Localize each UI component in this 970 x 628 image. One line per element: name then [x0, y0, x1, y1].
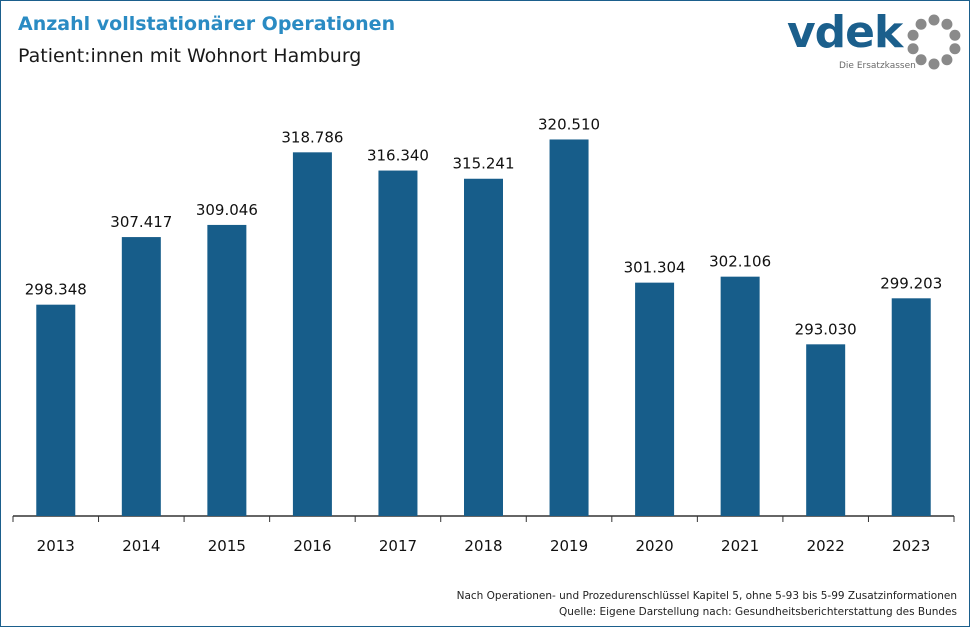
logo-wordmark: vdek — [787, 7, 903, 58]
x-tick-label-2018: 2018 — [464, 537, 502, 555]
logo-ring-dot — [949, 43, 961, 55]
x-tick-label-2020: 2020 — [635, 537, 673, 555]
bar-2014 — [121, 237, 161, 516]
bar-2017 — [378, 170, 418, 516]
vdek-logo: vdek Die Ersatzkassen — [787, 7, 967, 75]
data-label-2021: 302.106 — [709, 253, 771, 271]
data-label-2019: 320.510 — [538, 115, 600, 133]
data-label-2017: 316.340 — [367, 147, 429, 165]
bar-2018 — [464, 178, 503, 517]
logo-ring-dot — [907, 29, 919, 41]
x-tick-label-2021: 2021 — [721, 537, 759, 555]
chart-subtitle: Patient:innen mit Wohnort Hamburg — [18, 45, 362, 67]
logo-ring-dot — [949, 29, 961, 41]
bar-2022 — [806, 344, 846, 516]
data-label-2016: 318.786 — [281, 128, 343, 146]
bar-2019 — [549, 139, 589, 517]
data-label-2013: 298.348 — [25, 281, 87, 299]
x-tick-label-2013: 2013 — [37, 537, 75, 555]
bar-2016 — [292, 152, 332, 516]
data-label-2018: 315.241 — [452, 155, 514, 173]
x-tick-label-2022: 2022 — [807, 537, 845, 555]
data-label-2014: 307.417 — [110, 213, 172, 231]
logo-ring-dot — [928, 14, 940, 26]
bar-2020 — [635, 282, 675, 516]
logo-ring-dot — [915, 18, 927, 30]
x-tick-label-2015: 2015 — [208, 537, 246, 555]
chart-title: Anzahl vollstationärer Operationen — [18, 13, 396, 35]
data-label-2015: 309.046 — [196, 201, 258, 219]
logo-tagline: Die Ersatzkassen — [839, 61, 916, 71]
logo-ring-dot — [915, 54, 927, 66]
logo-ring-dot — [907, 43, 919, 55]
logo-ring-icon — [907, 14, 961, 70]
bar-2013 — [36, 304, 76, 516]
x-tick-label-2016: 2016 — [293, 537, 331, 555]
logo-ring-dot — [928, 58, 940, 70]
logo-ring-dot — [941, 54, 953, 66]
footnote: Nach Operationen- und Prozedurenschlüsse… — [456, 590, 957, 602]
logo-ring-dot — [941, 18, 953, 30]
data-label-2023: 299.203 — [880, 274, 942, 292]
x-tick-label-2014: 2014 — [122, 537, 160, 555]
x-tick-label-2017: 2017 — [379, 537, 417, 555]
x-tick-label-2023: 2023 — [892, 537, 930, 555]
source-note: Quelle: Eigene Darstellung nach: Gesundh… — [558, 606, 957, 618]
bar-2015 — [207, 224, 247, 517]
bar-2023 — [891, 298, 931, 516]
data-label-2022: 293.030 — [795, 320, 857, 338]
x-tick-label-2019: 2019 — [550, 537, 588, 555]
data-label-2020: 301.304 — [624, 259, 686, 277]
bar-2021 — [720, 276, 760, 516]
